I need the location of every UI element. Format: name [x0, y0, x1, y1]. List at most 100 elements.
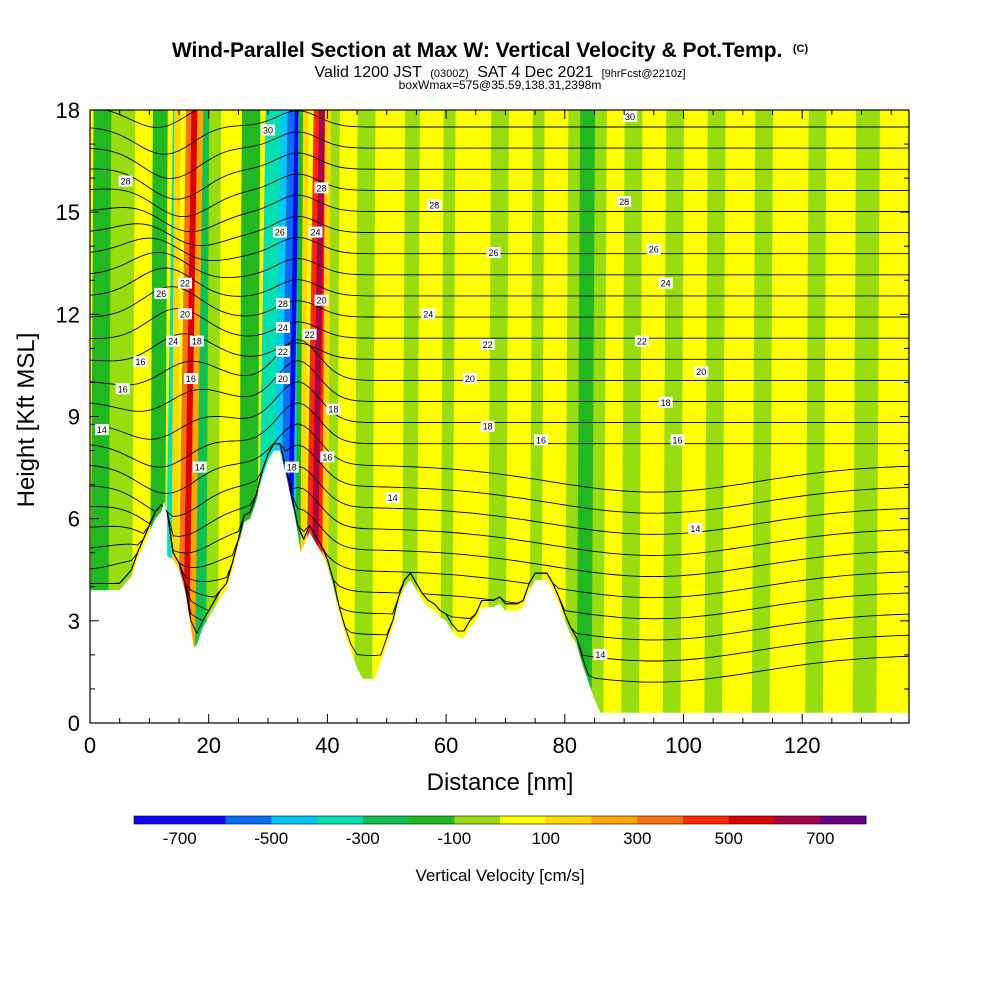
contour-label-text: 18: [661, 398, 671, 408]
contour-label-text: 14: [595, 650, 605, 660]
contour-label-bg: [314, 182, 329, 194]
colorbar-swatch-2: [271, 816, 318, 824]
colorbar-tick-label: 500: [715, 829, 743, 848]
contour-label-2: 28: [118, 175, 133, 187]
theta-isoline-9: [90, 423, 909, 494]
colorbar-title: Vertical Velocity [cm/s]: [415, 866, 584, 885]
contour-label-36: 16: [320, 451, 335, 463]
contour-label-bg: [272, 226, 287, 238]
contour-label-4: 28: [427, 199, 442, 211]
contour-label-text: 28: [278, 299, 288, 309]
contour-label-bg: [646, 243, 661, 255]
velocity-band-35: [541, 110, 569, 723]
contour-label-text: 22: [180, 279, 190, 289]
contour-label-41: 14: [593, 648, 608, 660]
title-tag: (C): [793, 43, 809, 55]
colorbar-swatch-0: [134, 816, 226, 824]
contour-label-text: 22: [483, 340, 493, 350]
contour-label-text: 20: [696, 367, 706, 377]
contour-label-12: 26: [154, 287, 169, 299]
contour-label-text: 18: [483, 422, 493, 432]
velocity-band-6: [176, 110, 193, 723]
contour-label-text: 16: [186, 374, 196, 384]
theta-isoline-17: [90, 267, 909, 297]
contour-label-bg: [275, 298, 290, 310]
velocity-band-32: [487, 110, 510, 723]
theta-isoline-21: [90, 194, 909, 233]
colorbar-tick-label: 300: [623, 829, 651, 848]
colorbar-swatch-11: [683, 816, 730, 824]
y-tick-label: 3: [68, 609, 80, 634]
contour-label-9: 24: [308, 226, 323, 238]
contour-label-bg: [385, 492, 400, 504]
contour-label-text: 14: [388, 493, 398, 503]
contour-label-bg: [617, 195, 632, 207]
contour-labels: 30 30 28 28 28 28 26 26 26 24 24 24 26 22 20 24 18 28 24 20…: [94, 110, 709, 660]
x-tick-label: 20: [196, 733, 220, 758]
contour-label-bg: [658, 396, 673, 408]
contour-label-8: 26: [646, 243, 661, 255]
colorbar-swatch-6: [454, 816, 501, 824]
contour-label-bg: [421, 308, 436, 320]
velocity-band-26: [354, 110, 377, 723]
theta-isoline-8: [90, 443, 909, 518]
velocity-band-7: [181, 110, 199, 723]
contour-label-35: 16: [670, 434, 685, 446]
contour-label-24: 22: [634, 335, 649, 347]
velocity-band-41: [638, 110, 667, 723]
velocity-band-51: [876, 110, 909, 723]
contour-label-bg: [326, 403, 341, 415]
contour-label-text: 28: [121, 177, 131, 187]
theta-isoline-12: [90, 360, 909, 412]
velocity-band-50: [852, 110, 881, 723]
velocity-band-45: [722, 110, 756, 723]
contour-label-text: 24: [168, 337, 178, 347]
colorbar-tick-labels: -700 -500 -300 -100 100 300 500 700: [163, 829, 835, 848]
y-tick-label: 12: [56, 302, 80, 327]
contour-label-text: 18: [328, 405, 338, 415]
y-tick-label: 15: [56, 200, 80, 225]
contour-label-bg: [480, 338, 495, 350]
contour-label-13: 22: [177, 277, 192, 289]
contour-label-bg: [154, 287, 169, 299]
contour-label-40: 14: [688, 522, 703, 534]
contour-label-text: 16: [135, 357, 145, 367]
contour-label-bg: [634, 335, 649, 347]
contour-label-14: 20: [177, 308, 192, 320]
contour-label-bg: [534, 434, 549, 446]
contour-label-bg: [623, 110, 638, 122]
colorbar-swatch-3: [317, 816, 364, 824]
contour-label-bg: [94, 424, 109, 436]
contour-label-text: 14: [195, 463, 205, 473]
contour-label-15: 24: [166, 335, 181, 347]
contour-label-37: 18: [284, 461, 299, 473]
velocity-band-48: [805, 110, 828, 723]
contour-label-bg: [183, 373, 198, 385]
x-tick-label: 60: [434, 733, 458, 758]
x-axis-label: Distance [nm]: [427, 769, 574, 796]
x-tick-labels: 0 20 40 60 80 100 120: [84, 733, 821, 758]
velocity-band-47: [769, 110, 810, 723]
contour-label-text: 22: [305, 330, 315, 340]
contour-label-21: 22: [275, 345, 290, 357]
valid-utc: (0300Z): [430, 68, 469, 80]
contour-label-text: 26: [489, 248, 499, 258]
contour-label-text: 24: [423, 309, 433, 319]
theta-isoline-22: [90, 173, 909, 218]
y-tick-label: 9: [68, 405, 80, 430]
contour-label-bg: [115, 383, 130, 395]
velocity-band-0: [90, 110, 112, 723]
contour-label-22: 20: [275, 373, 290, 385]
contour-label-text: 28: [316, 183, 326, 193]
y-tick-labels: 0 3 6 9 12 15 18: [56, 98, 80, 736]
contour-label-bg: [177, 277, 192, 289]
contour-label-bg: [593, 648, 608, 660]
contour-label-bg: [658, 277, 673, 289]
theta-isoline-15: [90, 308, 909, 340]
contour-label-25: 20: [462, 373, 477, 385]
valid-date: SAT 4 Dec 2021: [477, 64, 593, 81]
contour-label-17: 28: [275, 298, 290, 310]
contour-label-text: 18: [287, 463, 297, 473]
colorbar-tick-label: -700: [163, 829, 197, 848]
contour-label-20: 22: [302, 328, 317, 340]
